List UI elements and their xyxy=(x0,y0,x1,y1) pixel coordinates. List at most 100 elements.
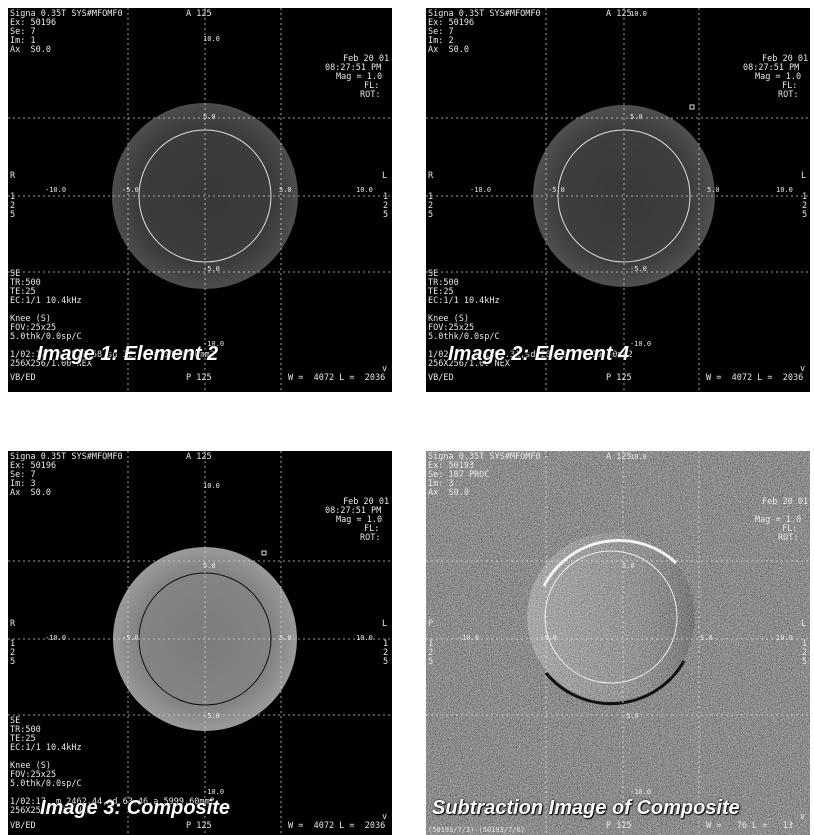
coil: Knee (S) xyxy=(10,314,51,324)
bright-edge xyxy=(542,538,678,587)
scan-time: 08:27:51 PM xyxy=(743,63,800,73)
top-orientation: A 125 xyxy=(606,452,632,462)
image-number: Im: 3 xyxy=(10,479,36,489)
scale-inner-top: 5.0 xyxy=(203,562,216,570)
scale-right: 10.0 xyxy=(776,186,793,194)
v-mark: v xyxy=(382,364,388,374)
side-left-number: 125 xyxy=(428,192,434,220)
mri-image-1 xyxy=(8,8,392,392)
bottom-orientation: P 125 xyxy=(606,373,632,383)
axial-position: Ax S0.0 xyxy=(10,45,51,55)
scale-top: 10.0 xyxy=(630,453,647,461)
scan-date: Feb 20 01 xyxy=(343,497,390,507)
left-orientation: P xyxy=(428,619,434,629)
top-orientation: A 125 xyxy=(186,9,212,19)
left-orientation: R xyxy=(428,171,434,181)
scale-bottom: -10.0 xyxy=(630,788,652,796)
image-number: Im: 3 xyxy=(428,479,454,489)
scale-right: 10.0 xyxy=(356,186,373,194)
grid-lines xyxy=(8,451,392,835)
left-orientation: R xyxy=(10,619,16,629)
sequence: SE xyxy=(10,716,21,726)
roi-stats: 1/02:17 m 1893.31,sd 28.18,a 5999.60mm2 xyxy=(428,350,633,360)
slice-thickness: 5.0thk/0.0sp/C xyxy=(10,332,82,342)
scale-right-inner: 5.0 xyxy=(700,634,713,642)
scanner-line: Signa 0.35T SYS#MFOMF0 xyxy=(10,452,123,462)
window-level: W = 4072 L = 2036 xyxy=(288,373,386,383)
scale-inner-top: 5.0 xyxy=(203,113,216,121)
rotation-label: ROT: xyxy=(778,533,799,543)
image-number: Im: 1 xyxy=(10,36,36,46)
repetition-time: TR:500 xyxy=(10,725,41,735)
series-number: Se: 107 PROC xyxy=(428,470,490,480)
scale-bottom-inner: -5.0 xyxy=(630,265,647,273)
mri-image-3 xyxy=(8,451,392,835)
flip-label: FL: xyxy=(364,81,380,91)
top-orientation: A 125 xyxy=(186,452,212,462)
mri-panel-1 xyxy=(8,8,392,392)
v-mark: v xyxy=(800,812,806,822)
flip-label: FL: xyxy=(782,524,798,534)
right-orientation: L xyxy=(801,171,807,181)
vb-label: VB/ED xyxy=(10,821,36,831)
flip-label: FL: xyxy=(782,81,798,91)
slice-thickness: 5.0thk/0.0sp/C xyxy=(428,332,500,342)
side-left-number: 125 xyxy=(10,192,16,220)
vb-label: VB/ED xyxy=(428,373,454,383)
scale-left: -10.0 xyxy=(470,186,492,194)
scale-left: -10.0 xyxy=(458,634,480,642)
scale-left: -10.0 xyxy=(45,186,67,194)
echo-bandwidth: EC:1/1 10.4kHz xyxy=(428,296,500,306)
v-mark: v xyxy=(382,812,388,822)
dark-edge xyxy=(544,660,686,706)
scan-date: Feb 20 01 xyxy=(762,54,809,64)
scale-right: 10.0 xyxy=(776,634,793,642)
axial-position: Ax S0.0 xyxy=(428,488,469,498)
echo-time: TE:25 xyxy=(428,287,454,297)
scale-left-inner: -5.0 xyxy=(540,634,557,642)
scale-bottom-inner: -5.0 xyxy=(622,712,639,720)
scale-bottom: -10.0 xyxy=(203,788,225,796)
echo-time: TE:25 xyxy=(10,734,36,744)
magnification: Mag = 1.0 xyxy=(336,72,383,82)
panel-caption: Image 3: Composite xyxy=(40,797,231,819)
scale-left-inner: -5.0 xyxy=(122,186,139,194)
scan-date: Feb 20 01 xyxy=(343,54,390,64)
flip-label: FL: xyxy=(364,524,380,534)
roi-circle xyxy=(544,550,678,684)
echo-bandwidth: EC:1/1 10.4kHz xyxy=(10,743,82,753)
matrix: 256X256/1.00 NEX xyxy=(10,359,92,369)
vb-label: VB/ED xyxy=(10,373,36,383)
v-mark: v xyxy=(800,364,806,374)
sequence: SE xyxy=(10,269,21,279)
repetition-time: TR:500 xyxy=(428,278,459,288)
scan-time: 08:27:51 PM xyxy=(325,506,382,516)
mri-image-2 xyxy=(426,8,810,392)
mri-panel-3 xyxy=(8,451,392,835)
panel-caption: Image 2: Element 4 xyxy=(448,343,630,365)
subtraction-source: (50193/7/3)-(50193/7/6) xyxy=(428,826,525,834)
fov: FOV:25x25 xyxy=(10,323,57,333)
roi-stats: 1/02:17 m 1572.58,sd 32.80,a 5999.60mm2 xyxy=(10,350,215,360)
exam-number: Ex: 50196 xyxy=(10,461,57,471)
matrix: 256X256/1.00 NEX xyxy=(10,806,92,816)
side-left-number: 125 xyxy=(10,639,16,667)
series-number: Se: 7 xyxy=(10,470,36,480)
exam-number: Ex: 50196 xyxy=(428,18,475,28)
top-orientation: A 125 xyxy=(606,9,632,19)
fov: FOV:25x25 xyxy=(428,323,475,333)
phantom-disc xyxy=(527,533,695,701)
grid-lines xyxy=(426,8,810,392)
phantom-disc xyxy=(533,105,715,287)
bottom-orientation: P 125 xyxy=(186,821,212,831)
right-orientation: L xyxy=(382,171,388,181)
side-right-number: 125 xyxy=(383,639,389,667)
scanner-line: Signa 0.35T SYS#MFOMF0 xyxy=(428,452,541,462)
side-right-number: 125 xyxy=(802,639,808,667)
image-number: Im: 2 xyxy=(428,36,454,46)
coil: Knee (S) xyxy=(10,761,51,771)
scanner-line: Signa 0.35T SYS#MFOMF0 xyxy=(428,9,541,19)
scan-time: 08:27:51 PM xyxy=(325,63,382,73)
scale-right-inner: 5.0 xyxy=(279,186,292,194)
panel-caption: Image 1: Element 2 xyxy=(37,343,219,365)
